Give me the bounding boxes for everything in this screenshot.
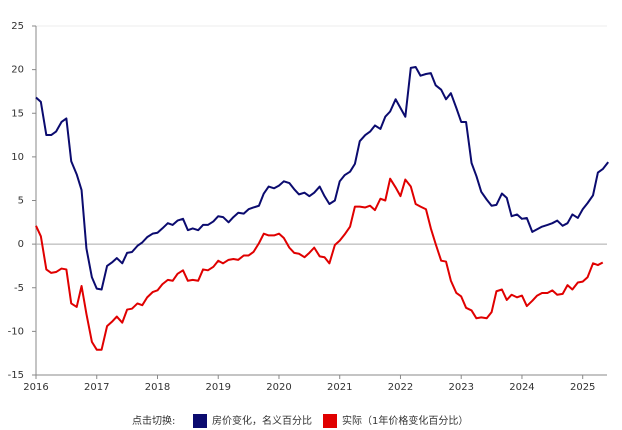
y-tick-label: 10 — [11, 152, 24, 163]
series-line — [35, 66, 609, 291]
x-tick-label: 2021 — [327, 382, 352, 393]
legend-swatch[interactable] — [193, 414, 207, 428]
x-tick-label: 2024 — [509, 382, 534, 393]
x-tick-label: 2017 — [84, 382, 109, 393]
y-tick-label: 15 — [11, 108, 24, 119]
y-tick-label: 5 — [18, 196, 24, 207]
y-tick-label: 25 — [11, 21, 24, 32]
series-line — [35, 177, 604, 351]
x-tick-label: 2020 — [266, 382, 291, 393]
y-tick-label: 0 — [18, 239, 24, 250]
x-tick-label: 2016 — [23, 382, 48, 393]
x-tick-label: 2023 — [448, 382, 473, 393]
x-tick-label: 2025 — [570, 382, 595, 393]
x-tick-label: 2022 — [388, 382, 413, 393]
y-tick-label: -10 — [8, 326, 24, 337]
y-tick-label: -15 — [8, 370, 24, 381]
x-tick-label: 2019 — [206, 382, 231, 393]
legend-label[interactable]: 房价变化，名义百分比 — [212, 414, 312, 427]
legend-title: 点击切换: — [132, 414, 175, 427]
legend-swatch[interactable] — [323, 414, 337, 428]
legend-label[interactable]: 实际（1年价格变化百分比） — [342, 414, 468, 427]
x-tick-label: 2018 — [145, 382, 170, 393]
y-tick-label: 20 — [11, 65, 24, 76]
y-tick-label: -5 — [14, 283, 24, 294]
